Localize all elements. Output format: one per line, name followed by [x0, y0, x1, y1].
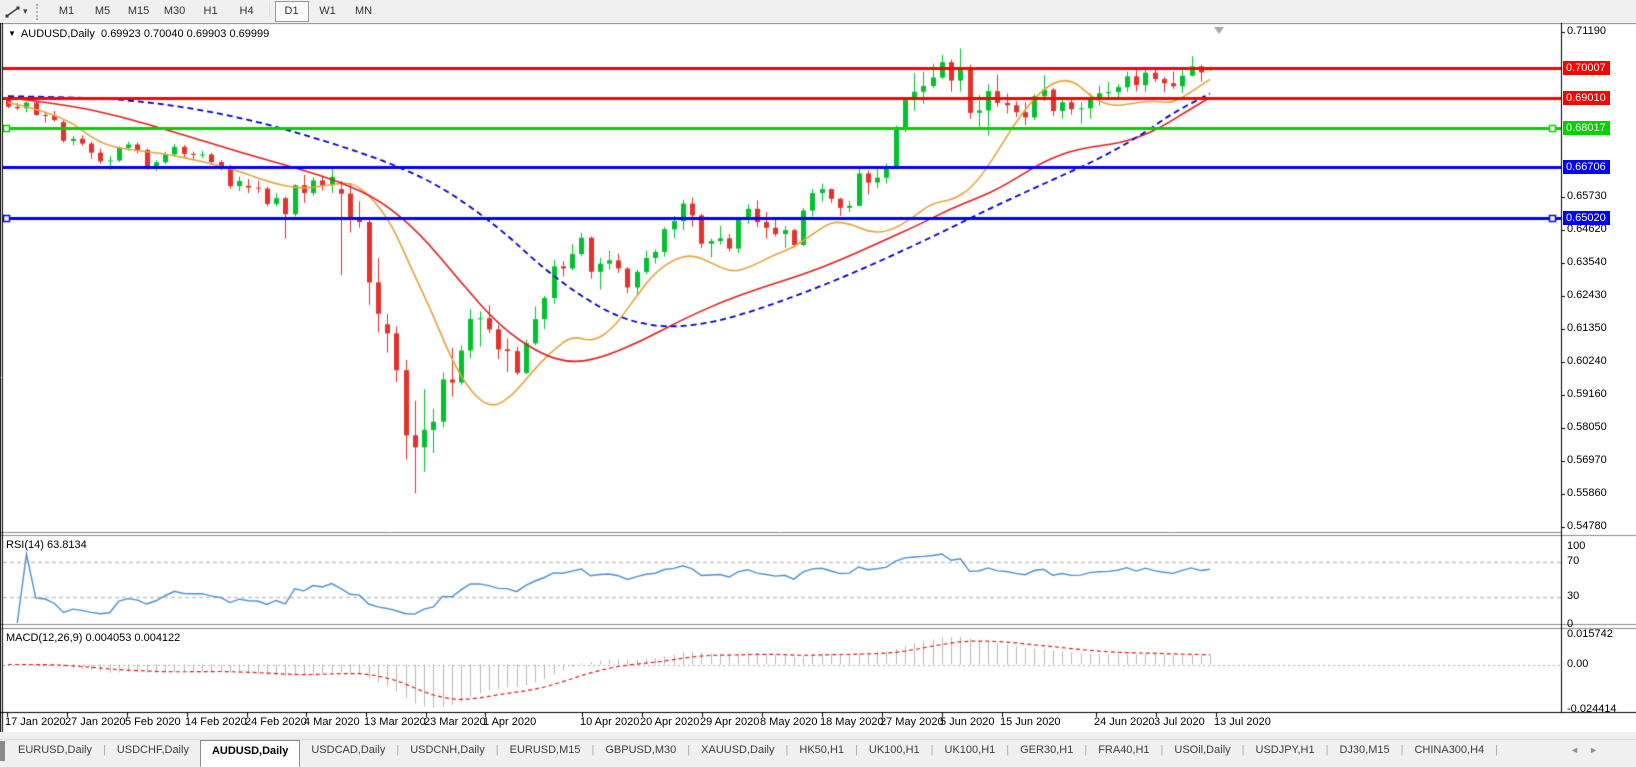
chart-tab-ger30-h1[interactable]: GER30,H1 [1020, 744, 1074, 756]
date-axis-label: 10 Apr 2020 [580, 716, 640, 728]
chart-tab-eurusd-m15[interactable]: EURUSD,M15 [509, 744, 581, 756]
timeframe-button-d1[interactable]: D1 [274, 1, 309, 22]
timeframe-button-m5[interactable]: M5 [94, 5, 111, 17]
timeframe-button-m15[interactable]: M15 [127, 5, 150, 17]
date-axis-label: 24 Feb 2020 [245, 716, 307, 728]
toolbar-separator [268, 1, 270, 17]
timeframe-button-h1[interactable]: H1 [203, 5, 218, 17]
chart-tab-usoil-daily[interactable]: USOil,Daily [1174, 744, 1231, 756]
timeframe-button-h4[interactable]: H4 [239, 5, 254, 17]
date-axis-label: 24 Jun 2020 [1094, 716, 1155, 728]
chart-tab-uk100-h1[interactable]: UK100,H1 [868, 744, 920, 756]
date-axis-label: 8 May 2020 [760, 716, 818, 728]
tabbar-left-grip [0, 741, 5, 761]
date-axis-label: 14 Feb 2020 [185, 716, 247, 728]
chart-tab-gbpusd-m30[interactable]: GBPUSD,M30 [605, 744, 677, 756]
date-axis-label: 5 Jun 2020 [940, 716, 995, 728]
date-axis-label: 5 Feb 2020 [125, 716, 181, 728]
timeframe-toolbar: ▾ M1 M5 M15 M30 H1 H4 D1 W1 MN [0, 0, 1636, 24]
tab-divider: | [396, 744, 400, 756]
tab-divider: | [930, 744, 934, 756]
date-axis-label: 13 Jul 2020 [1214, 716, 1271, 728]
tab-divider: | [1084, 744, 1088, 756]
chart-line-tool-icon[interactable] [3, 3, 23, 21]
tab-scroll-arrows[interactable]: ◄► [1570, 745, 1608, 755]
timeframe-button-m1[interactable]: M1 [58, 5, 75, 17]
diagonal-line-icon [5, 6, 20, 17]
toolbar-grip-handle[interactable] [35, 3, 41, 20]
tab-divider: | [785, 744, 789, 756]
chart-tab-usdcnh-daily[interactable]: USDCNH,Daily [410, 744, 485, 756]
tab-divider: | [1241, 744, 1245, 756]
timeframe-button-w1[interactable]: W1 [319, 5, 336, 17]
chart-tab-dj30-m15[interactable]: DJ30,M15 [1339, 744, 1390, 756]
chart-tab-eurusd-daily[interactable]: EURUSD,Daily [18, 744, 92, 756]
chart-tab-usdjpy-h1[interactable]: USDJPY,H1 [1255, 744, 1315, 756]
tab-divider: | [1495, 744, 1499, 756]
tab-divider: | [495, 744, 499, 756]
tab-divider: | [591, 744, 595, 756]
chart-tab-hk50-h1[interactable]: HK50,H1 [799, 744, 845, 756]
tab-divider: | [855, 744, 858, 756]
date-axis-label: 18 May 2020 [820, 716, 884, 728]
date-axis-label: 27 May 2020 [880, 716, 944, 728]
tab-divider: | [1160, 744, 1164, 756]
timeframe-button-m30[interactable]: M30 [163, 5, 186, 17]
chart-window: ▼ AUDUSD,Daily 0.69923 0.70040 0.69903 0.… [0, 23, 1636, 732]
date-axis-label: 4 Mar 2020 [304, 716, 360, 728]
date-axis-label: 27 Jan 2020 [65, 716, 126, 728]
price-chart-canvas[interactable] [0, 23, 1636, 732]
chart-tab-audusd-daily[interactable]: AUDUSD,Daily [199, 740, 301, 767]
tool-dropdown-caret-icon[interactable]: ▾ [23, 6, 28, 16]
chart-tab-china300-h4[interactable]: CHINA300,H4 [1414, 744, 1485, 756]
date-axis-label: 29 Apr 2020 [700, 716, 760, 728]
chart-tab-xauusd-daily[interactable]: XAUUSD,Daily [701, 744, 775, 756]
date-axis-label: 20 Apr 2020 [640, 716, 700, 728]
tab-divider: | [1006, 744, 1010, 756]
date-axis-label: 15 Jun 2020 [1000, 716, 1061, 728]
chart-tab-usdcad-daily[interactable]: USDCAD,Daily [311, 744, 386, 756]
date-axis-label: 3 Jul 2020 [1154, 716, 1205, 728]
chart-tab-uk100-h1[interactable]: UK100,H1 [944, 744, 996, 756]
tab-divider: | [687, 744, 691, 756]
date-axis-label: 23 Mar 2020 [424, 716, 486, 728]
chart-tab-usdchf-daily[interactable]: USDCHF,Daily [116, 744, 189, 756]
tab-scroll-right-icon[interactable]: ► [1589, 745, 1608, 755]
timeframe-button-mn[interactable]: MN [354, 5, 373, 17]
date-axis-label: 17 Jan 2020 [5, 716, 66, 728]
date-axis-label: 1 Apr 2020 [483, 716, 537, 728]
tab-scroll-left-icon[interactable]: ◄ [1570, 745, 1590, 755]
tab-divider: | [102, 744, 106, 756]
chart-tab-fra40-h1[interactable]: FRA40,H1 [1098, 744, 1150, 756]
chart-tab-bar: EURUSD,Daily | USDCHF,Daily AUDUSD,Daily USD… [0, 739, 1636, 767]
tab-divider: | [1400, 744, 1404, 756]
tab-divider: | [1325, 744, 1329, 756]
date-axis-label: 13 Mar 2020 [364, 716, 426, 728]
